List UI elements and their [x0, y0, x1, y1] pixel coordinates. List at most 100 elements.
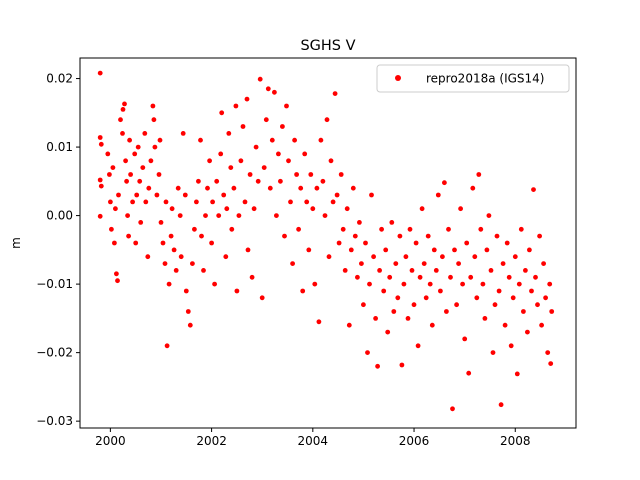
- data-point: [148, 158, 154, 164]
- data-point: [334, 192, 340, 198]
- data-point: [98, 183, 104, 189]
- data-point: [357, 220, 362, 225]
- x-tick-label: 2006: [399, 434, 430, 448]
- data-point: [548, 361, 554, 366]
- data-point: [112, 240, 117, 246]
- data-point: [221, 192, 227, 198]
- data-point: [137, 178, 143, 184]
- data-point: [381, 288, 387, 294]
- data-point: [209, 240, 215, 246]
- data-point: [183, 288, 189, 294]
- data-point: [346, 322, 352, 328]
- data-point: [107, 172, 112, 177]
- data-point: [130, 199, 136, 205]
- data-point: [433, 268, 439, 273]
- data-point: [98, 141, 104, 147]
- data-point: [143, 199, 149, 205]
- data-point: [393, 261, 399, 266]
- data-point: [547, 281, 553, 287]
- data-point: [207, 158, 213, 164]
- data-point: [151, 117, 157, 123]
- data-point: [369, 192, 374, 198]
- data-point: [533, 274, 538, 280]
- data-point: [549, 309, 555, 314]
- data-point: [462, 336, 468, 342]
- data-point: [306, 247, 312, 253]
- x-tick-label: 2004: [298, 434, 329, 448]
- data-point: [458, 206, 463, 212]
- data-point: [294, 172, 299, 177]
- data-point: [385, 329, 391, 335]
- data-point: [373, 316, 378, 321]
- data-point: [316, 319, 322, 325]
- data-point: [350, 185, 356, 191]
- data-point: [192, 226, 197, 232]
- data-point: [269, 137, 275, 143]
- data-point: [242, 199, 248, 205]
- data-point: [514, 371, 520, 377]
- data-point: [407, 226, 413, 232]
- data-point: [486, 213, 492, 219]
- data-point: [216, 213, 222, 219]
- data-point: [494, 233, 500, 239]
- data-point: [267, 185, 273, 191]
- legend-box: [376, 64, 570, 93]
- data-point: [152, 144, 158, 150]
- data-point: [166, 281, 172, 287]
- data-point: [134, 192, 140, 198]
- data-point: [425, 233, 431, 239]
- data-point: [423, 295, 429, 301]
- data-point: [452, 247, 457, 253]
- data-point: [133, 240, 139, 246]
- data-point: [253, 144, 259, 150]
- data-point: [348, 247, 354, 253]
- data-point: [145, 254, 151, 260]
- data-point: [154, 192, 160, 198]
- data-point: [525, 329, 530, 335]
- data-point: [460, 281, 465, 287]
- data-point: [108, 199, 113, 205]
- data-point: [361, 302, 366, 308]
- data-point: [387, 274, 393, 280]
- data-point: [506, 274, 512, 280]
- data-point: [126, 233, 131, 239]
- data-point: [456, 261, 461, 266]
- data-point: [419, 206, 425, 212]
- data-point: [340, 226, 346, 232]
- data-point: [365, 350, 370, 355]
- data-point: [276, 151, 281, 157]
- data-point: [124, 178, 129, 184]
- data-point: [115, 278, 120, 284]
- data-point: [286, 158, 291, 164]
- data-point: [224, 206, 230, 212]
- data-point: [210, 199, 216, 205]
- data-point: [97, 177, 103, 183]
- data-point: [157, 137, 163, 143]
- data-point: [180, 131, 186, 136]
- data-point: [363, 240, 368, 246]
- data-point: [397, 233, 403, 239]
- data-point: [411, 302, 417, 308]
- data-point: [504, 240, 510, 246]
- data-point: [383, 247, 389, 253]
- data-point: [150, 103, 156, 109]
- data-point: [322, 213, 328, 219]
- data-point: [543, 295, 548, 301]
- data-point: [105, 151, 111, 157]
- data-point: [169, 206, 175, 212]
- data-point: [219, 110, 225, 116]
- data-point: [320, 178, 326, 184]
- data-point: [228, 165, 234, 171]
- data-point: [359, 261, 364, 266]
- data-point: [249, 274, 255, 280]
- data-point: [118, 117, 123, 123]
- data-point: [171, 247, 177, 253]
- legend-marker: [395, 75, 401, 81]
- data-point: [156, 172, 162, 177]
- data-point: [474, 295, 480, 301]
- y-tick-label: −0.02: [36, 346, 73, 360]
- data-point: [304, 199, 310, 205]
- data-point: [214, 178, 220, 184]
- data-point: [198, 137, 203, 143]
